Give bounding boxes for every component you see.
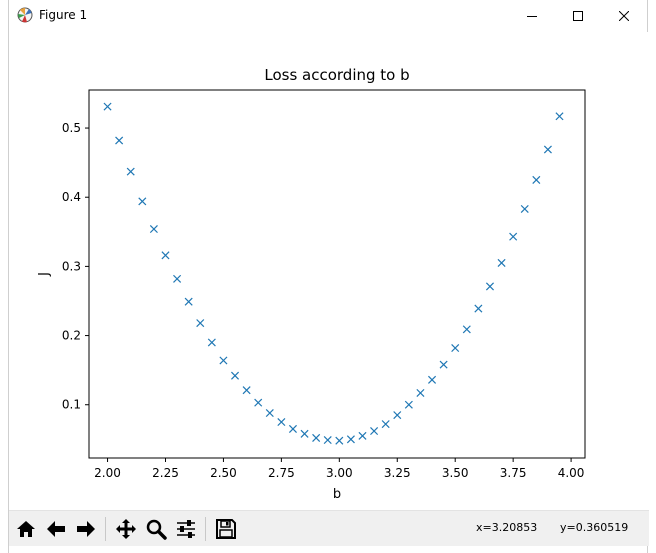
data-point [358, 431, 367, 440]
x-tick-label: 3.75 [500, 466, 527, 480]
x-tick-label: 3.50 [442, 466, 469, 480]
back-button[interactable] [42, 515, 70, 543]
maximize-icon [573, 11, 583, 21]
data-point [138, 197, 147, 206]
data-point [300, 429, 309, 438]
cursor-y-readout: y=0.360519 [560, 521, 629, 534]
data-point [416, 388, 425, 398]
data-point [242, 386, 251, 395]
data-point [335, 436, 344, 445]
data-point [404, 400, 413, 409]
y-tick-label: 0.4 [62, 190, 81, 204]
move-icon [116, 519, 136, 539]
minimize-button[interactable] [509, 0, 555, 32]
data-point [532, 175, 541, 184]
save-button[interactable] [212, 515, 240, 543]
floppy-disk-icon [216, 519, 236, 539]
minimize-icon [527, 16, 537, 17]
data-point [219, 356, 228, 365]
data-point [381, 420, 390, 429]
pan-button[interactable] [112, 515, 140, 543]
figure-window: Figure 1 Loss according to b 2.00 2.25 2.5… [8, 0, 649, 553]
plot-area [88, 89, 586, 459]
data-point [254, 398, 263, 407]
matplotlib-app-icon [17, 7, 33, 23]
data-point [520, 204, 529, 214]
x-tick-label: 2.50 [210, 466, 237, 480]
data-point [439, 360, 448, 369]
y-tick-label: 0.2 [62, 329, 81, 343]
data-point [497, 258, 506, 267]
data-point [474, 304, 483, 313]
forward-button[interactable] [72, 515, 100, 543]
background-window-strip [0, 430, 8, 553]
navigation-toolbar: x=3.20853 y=0.360519 [9, 510, 649, 546]
data-point [451, 343, 460, 353]
zoom-button[interactable] [142, 515, 170, 543]
y-tick-label: 0.5 [62, 121, 81, 135]
x-axis-label: b [333, 487, 341, 502]
data-point [230, 371, 240, 380]
x-tick-label: 2.25 [152, 466, 179, 480]
data-point [462, 325, 471, 334]
data-point [288, 424, 297, 433]
close-icon [619, 11, 629, 21]
magnifier-icon [146, 519, 167, 540]
arrow-left-icon [47, 521, 65, 537]
maximize-button[interactable] [555, 0, 601, 32]
data-point [277, 418, 286, 427]
data-point [393, 411, 402, 420]
data-point [103, 102, 112, 111]
data-point [115, 136, 124, 145]
data-point [149, 225, 158, 234]
x-tick-label: 3.00 [326, 466, 353, 480]
data-point [323, 435, 332, 445]
data-point [485, 282, 494, 291]
toolbar-separator [105, 517, 106, 541]
data-point [509, 232, 518, 241]
configure-subplots-button[interactable] [172, 515, 200, 543]
title-bar[interactable]: Figure 1 [9, 0, 647, 32]
data-point [126, 167, 135, 176]
x-tick-label: 3.25 [384, 466, 411, 480]
x-tick-label: 2.00 [94, 466, 121, 480]
data-point [428, 375, 437, 384]
home-icon [17, 521, 35, 537]
y-tick-label: 0.3 [62, 259, 81, 273]
data-point [207, 338, 216, 347]
data-point [184, 297, 193, 306]
arrow-right-icon [77, 521, 95, 537]
window-title: Figure 1 [39, 8, 88, 22]
data-point [265, 409, 274, 418]
chart-title: Loss according to b [264, 66, 409, 84]
data-point [370, 426, 379, 436]
y-axis-label: J [37, 272, 52, 277]
home-button[interactable] [12, 515, 40, 543]
scatter-chart[interactable]: Loss according to b 2.00 2.25 2.50 2.75 3.00… [9, 32, 649, 510]
data-point [543, 145, 552, 154]
figure-canvas[interactable]: Loss according to b 2.00 2.25 2.50 2.75 3.00… [9, 32, 649, 510]
close-button[interactable] [601, 0, 647, 32]
data-point [161, 251, 170, 260]
data-point [196, 319, 205, 328]
y-tick-label: 0.1 [62, 398, 81, 412]
data-point [173, 274, 182, 283]
data-point [346, 435, 355, 444]
toolbar-separator [205, 517, 206, 541]
x-tick-label: 2.75 [268, 466, 295, 480]
data-point [312, 433, 321, 442]
cursor-x-readout: x=3.20853 [476, 521, 538, 534]
data-point [555, 112, 564, 121]
x-tick-label: 4.00 [558, 466, 585, 480]
sliders-icon [177, 520, 195, 538]
